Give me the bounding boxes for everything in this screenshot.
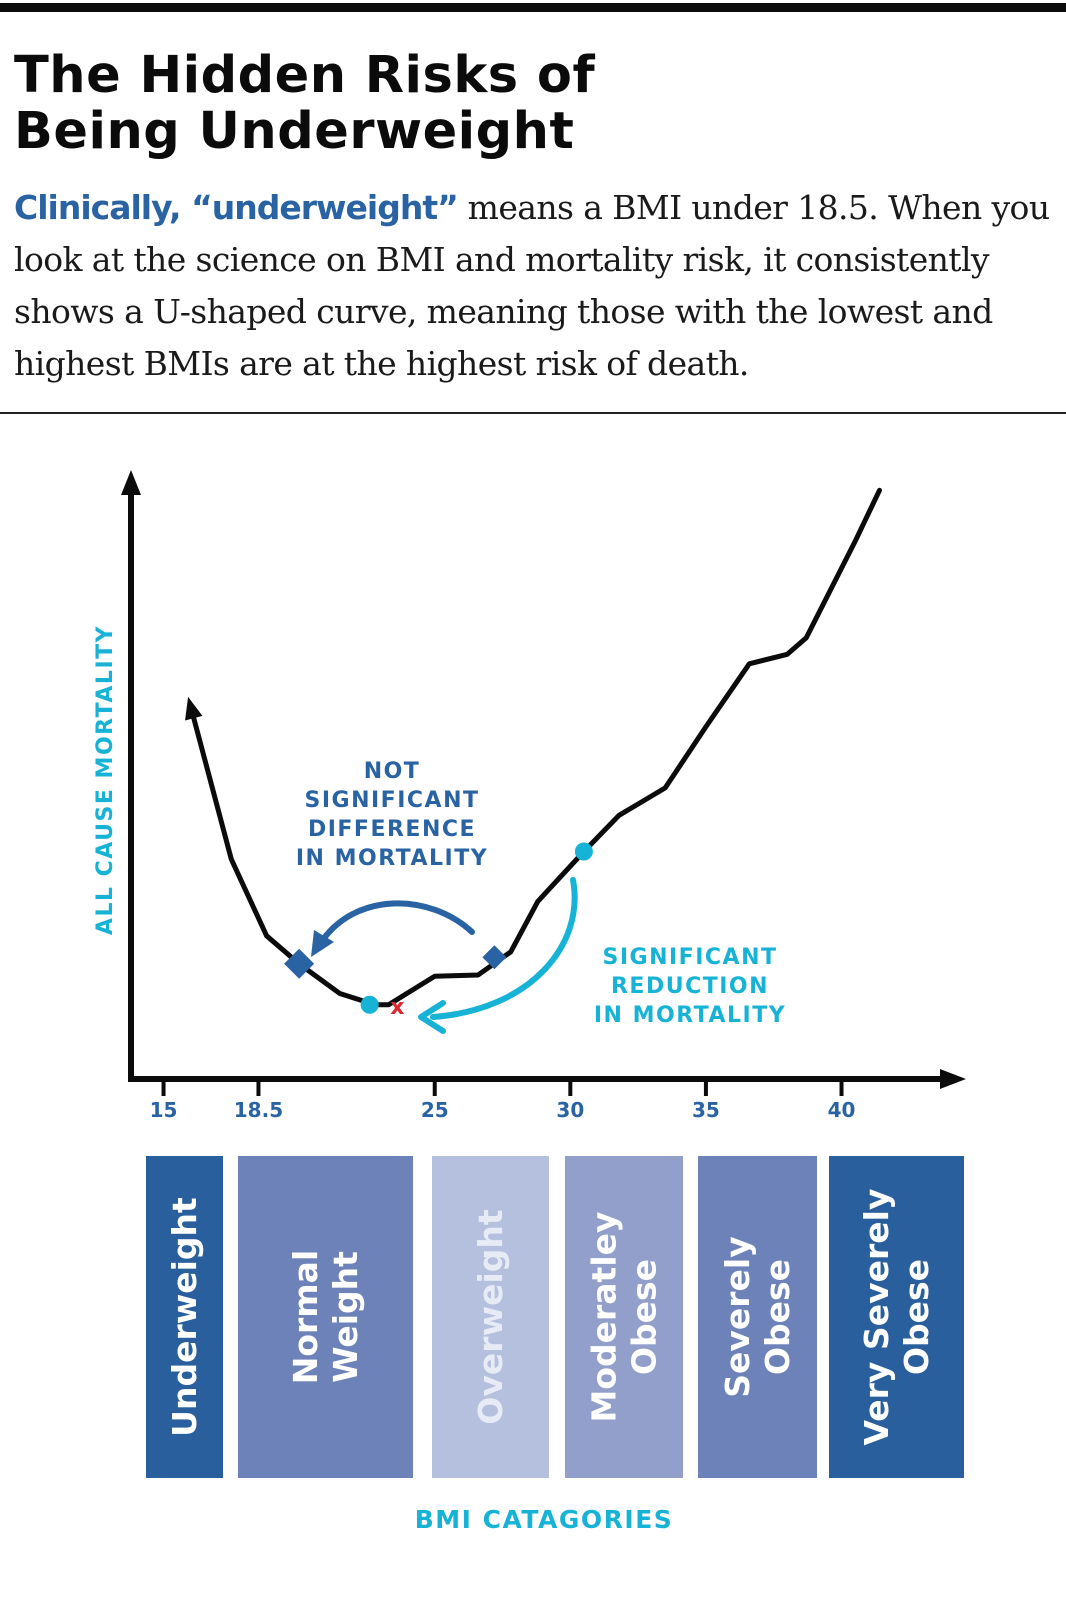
top-rule [0,3,1066,12]
significant-reduction-arrowhead [418,1000,446,1034]
circle-marker [360,995,379,1014]
title-line-2: Being Underweight [14,102,575,161]
diamond-marker [482,945,507,970]
category-band-rect [238,1156,413,1478]
category-band-rect [146,1156,223,1478]
x-tick-label: 30 [556,1098,584,1122]
category-label: Underweight [165,1197,204,1437]
bmi-category-bands: Underweight Normal Weight Overweight Moderat… [146,1156,964,1478]
category-label: Severely [718,1236,757,1398]
category-label: Obese [758,1259,797,1375]
annotation-not-significant: NOT SIGNIFICANT DIFFERENCE IN MORTALITY [296,759,488,871]
mortality-curve [188,487,882,1008]
category-band: Overweight [432,1156,549,1478]
annotation-significant-reduction: SIGNIFICANT REDUCTION IN MORTALITY [594,945,786,1028]
annotation-line: REDUCTION [611,974,769,999]
category-band: Very Severely Obese [829,1156,964,1478]
x-tick-label: 18.5 [234,1098,283,1122]
x-axis-label: BMI CATAGORIES [415,1505,674,1534]
significant-reduction-arrow [430,877,578,1020]
diamond-marker [284,948,315,979]
not-significant-arrowhead [311,930,334,957]
curve-arrowhead [185,696,203,721]
annotation-line: NOT [364,759,421,784]
category-band-rect [698,1156,817,1478]
intro-lead: Clinically, “underweight” [14,188,459,227]
category-band: Underweight [146,1156,223,1478]
intro-body: means a BMI under 18.5. When you look at… [14,188,1050,383]
x-tick-labels: 15 18.5 25 30 35 40 [150,1098,856,1122]
category-label: Obese [897,1259,936,1375]
category-label: Overweight [471,1209,510,1425]
annotation-line: SIGNIFICANT [305,788,480,813]
title-line-1: The Hidden Risks of [14,46,596,105]
annotation-line: DIFFERENCE [308,817,476,842]
x-axis-arrowhead [940,1069,966,1089]
category-label: Weight [326,1251,365,1383]
intro-paragraph: Clinically, “underweight” means a BMI un… [14,182,1054,390]
annotation-line: IN MORTALITY [296,846,488,871]
x-ticks [161,1082,844,1096]
section-divider [0,412,1066,414]
category-label: Normal [286,1250,325,1385]
x-tick-label: 40 [828,1098,856,1122]
category-label: Very Severely [857,1189,896,1446]
curve-markers: x [284,842,593,1020]
category-band: Severely Obese [698,1156,817,1478]
not-significant-arrow [317,900,475,947]
y-axis-arrowhead [121,470,141,495]
x-tick-label: 35 [692,1098,720,1122]
annotation-line: IN MORTALITY [594,1003,786,1028]
category-band-rect [829,1156,964,1478]
page-title: The Hidden Risks of Being Underweight [14,48,1014,160]
category-band-rect [565,1156,683,1478]
axes [121,470,966,1089]
cross-marker: x [390,995,404,1020]
category-label: Moderatley [585,1211,624,1422]
category-band-rect [432,1156,549,1478]
category-label: Obese [625,1259,664,1375]
y-axis-label: ALL CAUSE MORTALITY [93,625,118,935]
annotation-line: SIGNIFICANT [603,945,778,970]
circle-marker [574,842,593,861]
category-band: Normal Weight [238,1156,413,1478]
category-band: Moderatley Obese [565,1156,683,1478]
x-tick-label: 25 [421,1098,449,1122]
x-tick-label: 15 [150,1098,178,1122]
